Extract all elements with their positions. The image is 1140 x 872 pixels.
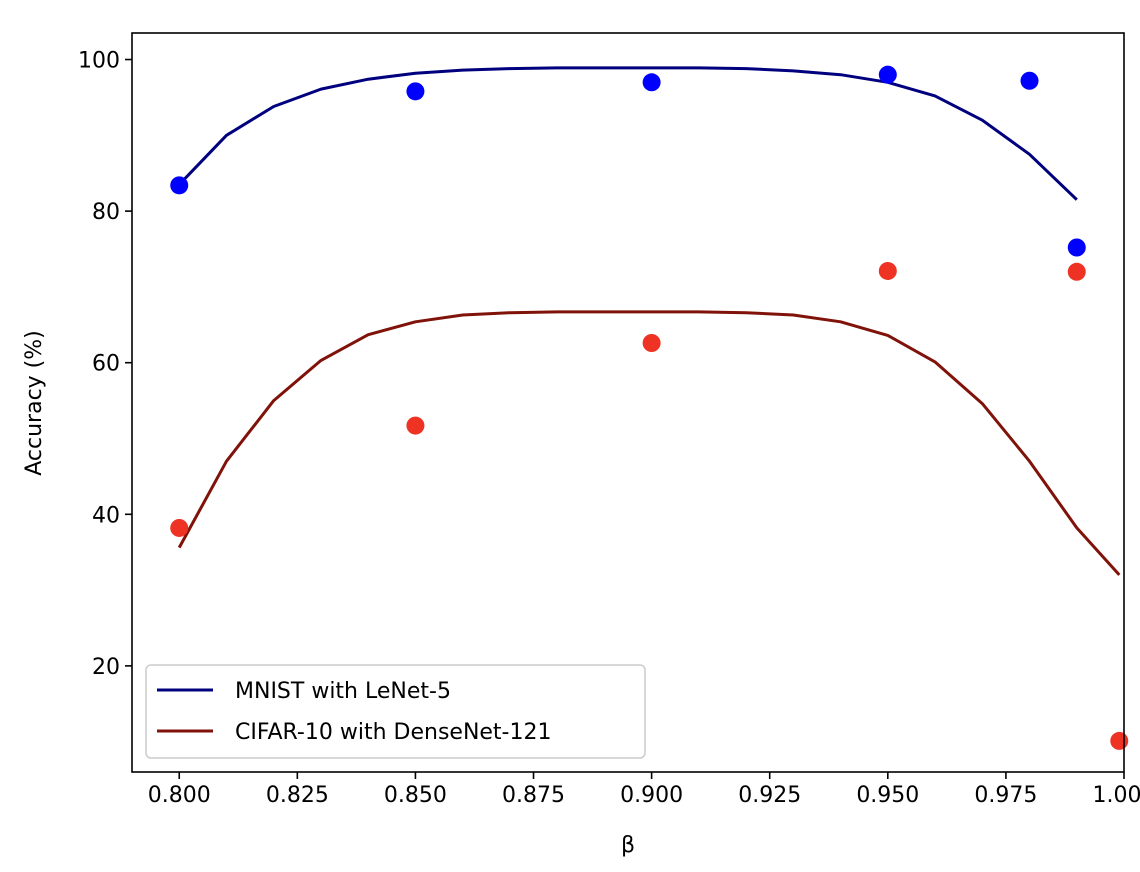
- x-tick-label: 0.950: [856, 783, 919, 808]
- data-point-cifar: [406, 416, 425, 435]
- plot-frame: [131, 32, 1125, 773]
- data-point-mnist: [406, 82, 425, 101]
- data-point-mnist: [170, 176, 189, 195]
- legend-label-mnist: MNIST with LeNet-5: [235, 679, 451, 704]
- x-tick-label: 1.000: [1093, 783, 1140, 808]
- x-tick-label: 0.925: [738, 783, 801, 808]
- plot-area: [170, 65, 1129, 750]
- data-point-mnist: [1067, 238, 1086, 257]
- data-point-mnist: [878, 65, 897, 84]
- x-axis-label: β: [621, 833, 635, 858]
- legend: MNIST with LeNet-5 CIFAR-10 with DenseNe…: [145, 664, 646, 759]
- data-point-cifar: [170, 518, 189, 537]
- y-axis-label: Accuracy (%): [22, 330, 47, 476]
- fit-line-cifar: [177, 310, 1121, 576]
- data-point-cifar: [1067, 262, 1086, 281]
- data-point-cifar: [642, 334, 661, 353]
- legend-label-cifar: CIFAR-10 with DenseNet-121: [235, 720, 552, 745]
- fit-line-mnist: [178, 66, 1078, 201]
- x-tick-label: 0.875: [502, 783, 565, 808]
- data-point-cifar: [878, 261, 897, 280]
- y-tick-label: 40: [92, 503, 120, 528]
- y-tick-label: 60: [92, 352, 120, 377]
- y-tick-label: 100: [78, 49, 120, 74]
- x-tick-label: 0.975: [974, 783, 1037, 808]
- x-tick-label: 0.800: [148, 783, 211, 808]
- x-tick-label: 0.850: [384, 783, 447, 808]
- y-tick-label: 80: [92, 200, 120, 225]
- data-point-mnist: [1020, 71, 1039, 90]
- legend-box: [145, 664, 646, 759]
- data-point-cifar: [1110, 731, 1129, 750]
- x-tick-label: 0.900: [620, 783, 683, 808]
- axis-ticks: 0.800 0.825 0.850 0.875 0.900 0.925 0.950 0.975…: [78, 49, 1140, 808]
- x-tick-label: 0.825: [266, 783, 329, 808]
- data-point-mnist: [642, 73, 661, 92]
- y-tick-label: 20: [92, 655, 120, 680]
